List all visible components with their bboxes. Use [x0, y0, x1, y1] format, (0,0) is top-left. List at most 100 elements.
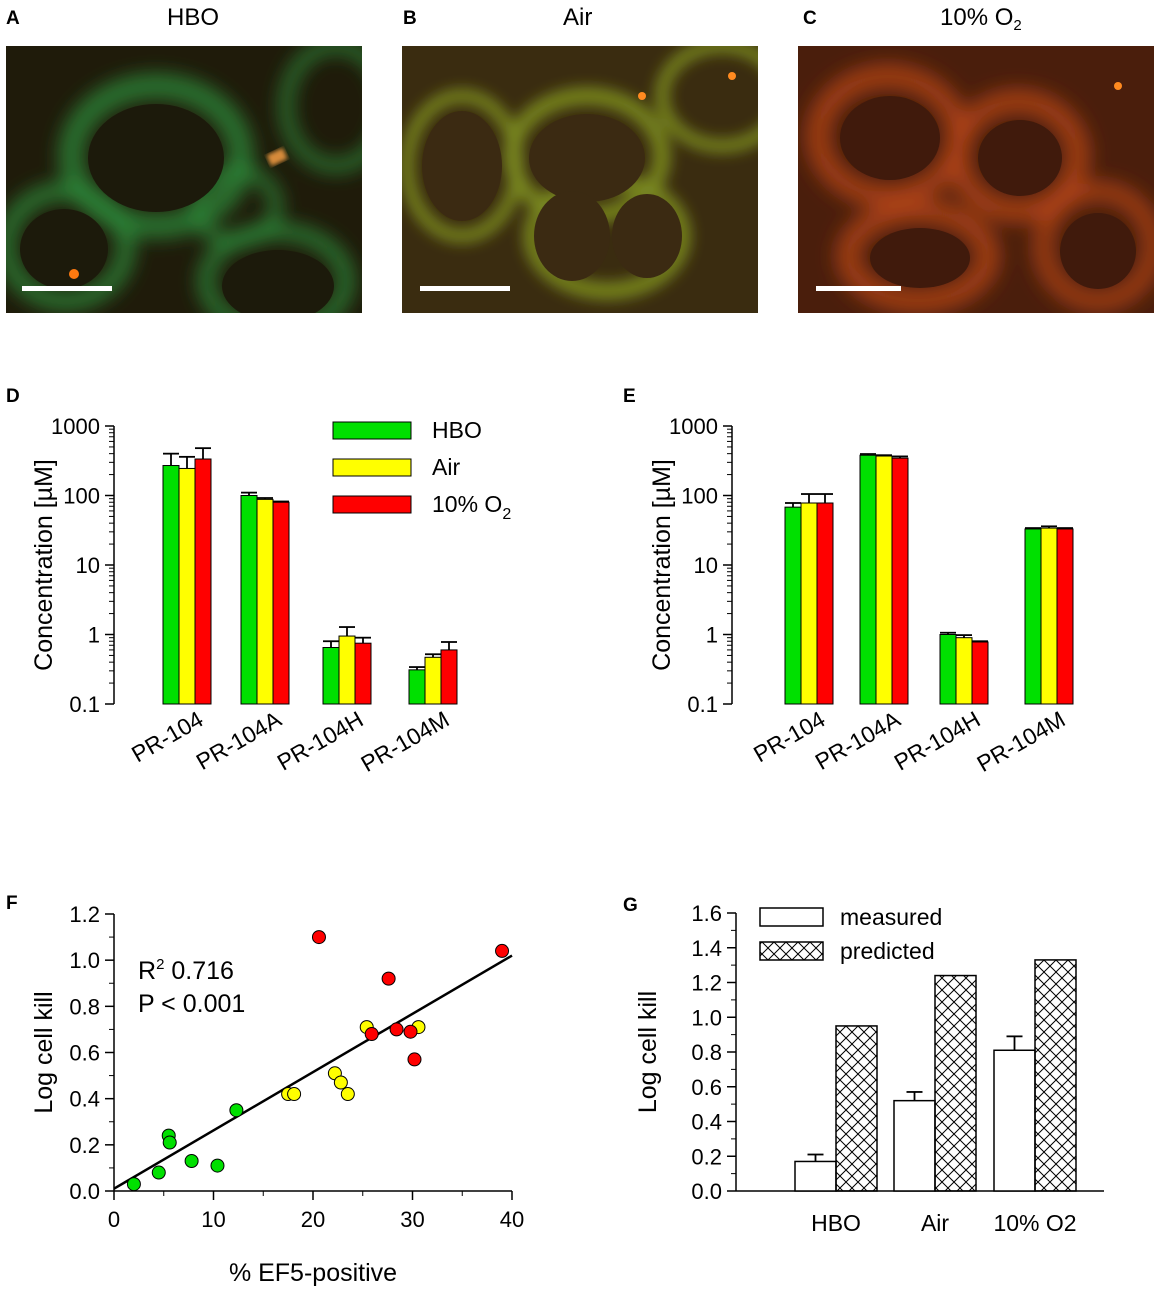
category-label: PR-104M	[356, 706, 453, 777]
legend-label: HBO	[432, 417, 482, 443]
bar	[1056, 528, 1074, 705]
y-tick-label: 10	[694, 553, 718, 578]
x-tick-label: 30	[400, 1207, 424, 1232]
y-tick-label: 100	[63, 484, 100, 509]
micrograph-hbo	[6, 46, 362, 313]
legend-swatch-predicted	[759, 941, 824, 961]
micrograph-air	[402, 46, 758, 313]
y-tick-label: 1000	[669, 414, 718, 439]
chart-f: 0.0 0.2 0.4 0.6 0.8 1.0 1.2 0 10 20 30 40 % EF5-posi…	[30, 902, 524, 1287]
scatter-point	[403, 1024, 418, 1039]
scatter-point	[381, 971, 396, 986]
bar	[256, 498, 274, 705]
category-label: PR-104A	[192, 705, 286, 775]
panel-letter-b: B	[403, 8, 417, 29]
legend-swatch	[332, 421, 412, 440]
category-label: 10% O2	[993, 1210, 1076, 1236]
bar	[816, 502, 834, 705]
scatter-point	[126, 1177, 141, 1192]
y-tick-label: 1.2	[69, 902, 100, 927]
scatter-point	[407, 1052, 422, 1067]
y-axis-title: Log cell kill	[634, 991, 662, 1113]
bar	[354, 642, 372, 705]
micrograph-10pct-o2	[798, 46, 1154, 313]
y-tick-label: 1.4	[691, 936, 722, 961]
scatter-point	[495, 943, 510, 958]
scatter-point	[333, 1075, 348, 1090]
category-label: PR-104H	[273, 706, 368, 776]
panel-title-10pct-o2: 10% O2	[940, 4, 1022, 34]
scale-bar	[22, 286, 112, 291]
scatter-point	[364, 1027, 379, 1042]
bar	[891, 457, 909, 705]
title-main: 10% O	[940, 4, 1014, 31]
y-tick-label: 1000	[51, 414, 100, 439]
panel-title-air: Air	[563, 4, 593, 31]
scatter-point	[210, 1158, 225, 1173]
legend-label: 10% O2	[432, 491, 511, 523]
bar	[875, 455, 893, 705]
panel-letter-c: C	[803, 8, 817, 29]
category-label: PR-104H	[890, 706, 985, 776]
bar	[800, 502, 818, 705]
chart-g: 0.0 0.2 0.4 0.6 0.8 1.0 1.2 1.4 1.6 Log cell kill…	[634, 901, 1104, 1236]
y-tick-label: 0.4	[691, 1110, 722, 1135]
x-tick-label: 20	[301, 1207, 325, 1232]
y-tick-label: 0.8	[69, 994, 100, 1019]
bar	[408, 669, 426, 705]
scale-bar	[420, 286, 510, 291]
y-tick-label: 1.2	[691, 971, 722, 996]
predicted-bar	[1034, 959, 1077, 1192]
category-label: Air	[921, 1210, 949, 1236]
y-tick-label: 1	[706, 623, 718, 648]
panel-letter-f: F	[6, 893, 18, 914]
y-tick-label: 0.1	[687, 692, 718, 717]
y-tick-label: 1.0	[691, 1005, 722, 1030]
x-tick-label: 10	[201, 1207, 225, 1232]
y-tick-label: 0.8	[691, 1040, 722, 1065]
y-tick-label: 1	[88, 623, 100, 648]
y-tick-label: 0.0	[691, 1179, 722, 1204]
x-tick-label: 0	[108, 1207, 120, 1232]
bar	[240, 495, 258, 705]
legend-swatch-measured	[759, 907, 824, 927]
y-tick-label: 0.1	[69, 692, 100, 717]
scatter-point	[151, 1165, 166, 1180]
r-squared-superscript: 2	[156, 956, 164, 973]
category-label: PR-104M	[972, 706, 1069, 777]
scale-bar	[816, 286, 901, 291]
bar	[859, 454, 877, 705]
bar	[162, 465, 180, 705]
scatter-point	[340, 1087, 355, 1102]
legend-label: measured	[840, 904, 942, 930]
y-tick-label: 0.4	[69, 1087, 100, 1112]
scatter-point	[162, 1135, 177, 1150]
panel-letter-e: E	[623, 386, 636, 407]
y-tick-label: 0.0	[69, 1179, 100, 1204]
panel-letter-g: G	[623, 895, 638, 916]
legend-swatch	[332, 458, 412, 477]
scatter-point	[389, 1022, 404, 1037]
bar	[424, 656, 442, 705]
bar	[955, 637, 973, 705]
bar	[939, 634, 957, 705]
panel-letter-d: D	[6, 386, 20, 407]
scatter-point	[229, 1103, 244, 1118]
p-value-label: P < 0.001	[138, 990, 245, 1018]
y-tick-label: 0.2	[691, 1144, 722, 1169]
legend-swatch	[332, 495, 412, 514]
bar	[784, 506, 802, 705]
category-label: HBO	[811, 1210, 861, 1236]
bar	[272, 501, 290, 705]
bar	[440, 649, 458, 705]
bar	[338, 635, 356, 705]
x-axis-title: % EF5-positive	[229, 1259, 397, 1287]
y-tick-label: 10	[76, 553, 100, 578]
y-axis-title: Concentration [µM]	[648, 459, 676, 671]
y-tick-label: 0.6	[69, 1041, 100, 1066]
y-axis-title: Log cell kill	[30, 991, 58, 1113]
regression-line	[113, 954, 513, 1190]
category-label: PR-104A	[811, 705, 905, 775]
